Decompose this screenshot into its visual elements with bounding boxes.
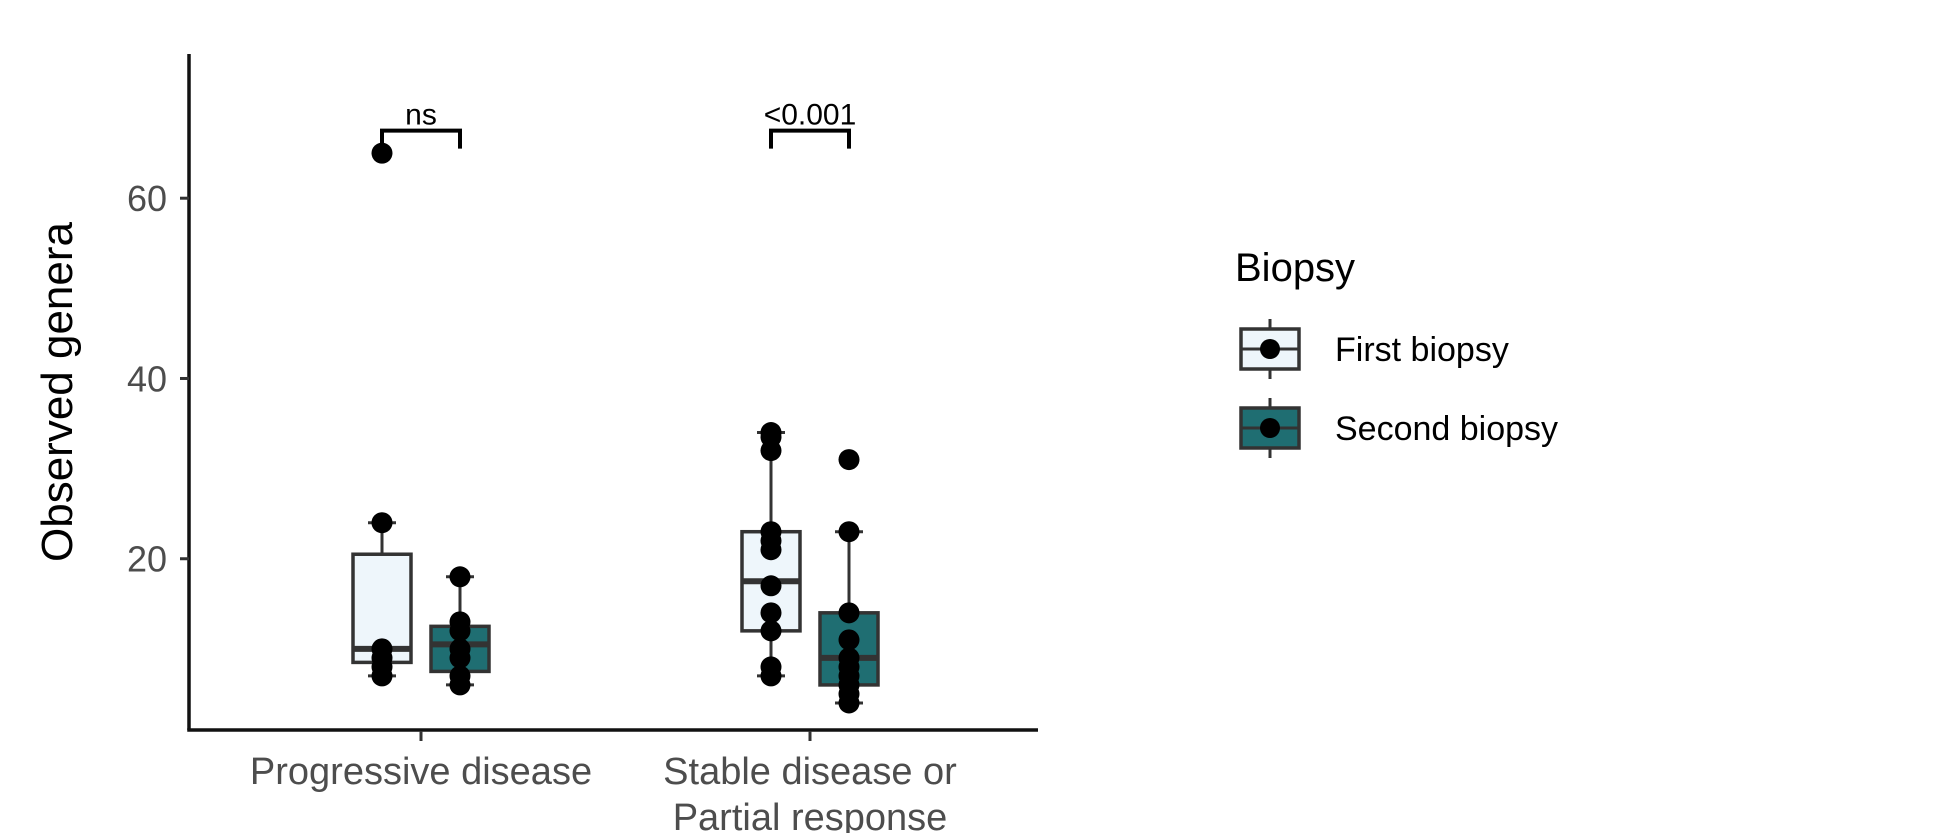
legend: Biopsy First biopsy Second biopsy bbox=[1235, 246, 1558, 458]
data-point bbox=[371, 665, 393, 687]
significance-bracket: ns bbox=[380, 99, 462, 149]
data-point bbox=[449, 620, 471, 642]
data-point bbox=[371, 142, 393, 164]
legend-item: Second biopsy bbox=[1239, 398, 1558, 458]
box-first-biopsy-0 bbox=[351, 142, 413, 687]
plot-marks: ns <0.001 bbox=[351, 99, 880, 714]
data-point bbox=[760, 620, 782, 642]
x-tick-label: Partial response bbox=[673, 797, 948, 833]
significance-bracket: <0.001 bbox=[764, 99, 857, 149]
data-point bbox=[449, 674, 471, 696]
data-point bbox=[760, 575, 782, 597]
data-point bbox=[760, 665, 782, 687]
data-point bbox=[838, 521, 860, 543]
bracket-line bbox=[380, 128, 462, 149]
data-point bbox=[760, 539, 782, 561]
legend-label: Second biopsy bbox=[1335, 410, 1558, 448]
data-point bbox=[760, 602, 782, 624]
x-axis-ticks: Progressive disease Stable disease or Part… bbox=[250, 731, 957, 833]
legend-key-point bbox=[1260, 418, 1280, 438]
data-point bbox=[838, 692, 860, 714]
x-tick-label: Stable disease or bbox=[663, 751, 957, 793]
y-tick-label: 60 bbox=[127, 178, 167, 219]
legend-title: Biopsy bbox=[1235, 246, 1355, 290]
data-point bbox=[371, 512, 393, 534]
data-point bbox=[838, 449, 860, 471]
data-point bbox=[838, 602, 860, 624]
legend-key-point bbox=[1260, 339, 1280, 359]
y-axis-label: Observed genera bbox=[33, 221, 82, 562]
x-tick-label: Progressive disease bbox=[250, 751, 592, 793]
legend-item: First biopsy bbox=[1239, 319, 1509, 379]
box-second-biopsy-0 bbox=[429, 566, 491, 696]
legend-label: First biopsy bbox=[1335, 331, 1509, 369]
significance-label: <0.001 bbox=[764, 99, 857, 132]
y-axis-ticks: 20 40 60 bbox=[127, 178, 189, 580]
data-point bbox=[838, 629, 860, 651]
y-tick-label: 20 bbox=[127, 539, 167, 580]
box-first-biopsy-1 bbox=[740, 422, 802, 687]
y-tick-label: 40 bbox=[127, 358, 167, 399]
significance-label: ns bbox=[405, 99, 437, 132]
data-point bbox=[449, 647, 471, 669]
bracket-line bbox=[769, 128, 851, 149]
box-second-biopsy-1 bbox=[818, 449, 880, 714]
data-point bbox=[449, 566, 471, 588]
data-point bbox=[760, 440, 782, 462]
